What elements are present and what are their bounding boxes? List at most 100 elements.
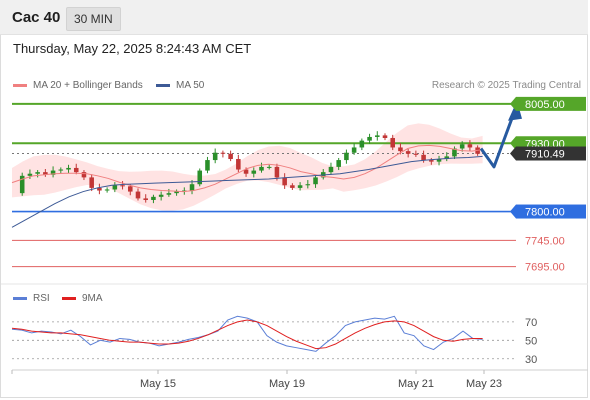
forecast-arrow-head [508, 100, 522, 121]
chart-datetime: Thursday, May 22, 2025 8:24:43 AM CET [13, 41, 252, 56]
level-label-3: 7800.00 [510, 204, 586, 219]
level-label-text: 7745.00 [525, 235, 565, 247]
candle-body [158, 194, 164, 197]
candle-body [81, 172, 87, 178]
level-label-box [516, 204, 586, 219]
candle-body [305, 184, 311, 186]
forecast-arrow [479, 112, 516, 169]
candle-body [19, 175, 25, 194]
candle-body [58, 169, 64, 171]
level-label-text: 7695.00 [525, 262, 565, 274]
candle-body [359, 140, 365, 148]
candle-body [143, 198, 148, 200]
ma20-line [11, 144, 483, 193]
header-bar: Cac 40 30 MIN [0, 0, 588, 35]
level-label-text: 7800.00 [525, 207, 565, 219]
candle-body [135, 191, 141, 199]
ma50-line [11, 155, 483, 228]
candle-body [197, 170, 203, 185]
candle-body [375, 135, 380, 137]
level-label-pointer [510, 136, 516, 151]
candle-body [73, 167, 79, 173]
candle-body [66, 167, 71, 170]
ma50-swatch [156, 84, 170, 87]
timeframe-button[interactable]: 30 MIN [66, 7, 121, 31]
candle-body [421, 154, 426, 161]
level-label-5: 7695.00 [525, 262, 565, 274]
candle-body [189, 184, 195, 191]
candle-body [259, 166, 264, 171]
candle-body [266, 166, 272, 168]
candle-body [43, 172, 48, 175]
rsi-series-0 [11, 315, 483, 352]
candle-body [112, 185, 118, 190]
level-label-4: 7745.00 [525, 235, 565, 247]
legend-ma50: MA 50 [156, 80, 204, 91]
rsi-label: RSI [33, 293, 50, 304]
candle-body [290, 185, 295, 188]
level-label-text: 7910.49 [525, 149, 565, 161]
x-tick-label: May 19 [269, 378, 305, 390]
rsi-ma-swatch [62, 297, 76, 300]
candle-body [452, 148, 457, 157]
candle-body [97, 187, 102, 191]
candle-body [429, 160, 434, 162]
candle-body [274, 166, 280, 178]
candle-body [405, 151, 411, 154]
rsi-tick-70: 70 [525, 317, 537, 329]
x-tick-label: May 15 [140, 378, 176, 390]
legend-rsi-ma: 9MA [62, 293, 103, 304]
rsi-tick-30: 30 [525, 354, 537, 366]
candle-body [220, 152, 226, 154]
candle-body [297, 185, 303, 188]
candle-body [120, 185, 125, 187]
candle-body [436, 159, 442, 162]
x-tick-label: May 23 [466, 378, 502, 390]
bollinger-band [12, 123, 483, 211]
candle-body [104, 189, 110, 191]
legend-ma20: MA 20 + Bollinger Bands [13, 80, 143, 91]
candle-body [27, 173, 33, 176]
candle-body [390, 138, 395, 148]
candle-body [313, 177, 318, 185]
legend-rsi: RSI [13, 293, 50, 304]
research-credit: Research © 2025 Trading Central [431, 80, 581, 91]
ma50-label: MA 50 [176, 80, 205, 91]
rsi-ma-label: 9MA [82, 293, 103, 304]
candle-body [413, 153, 419, 155]
candle-body [127, 186, 133, 192]
candle-body [50, 170, 56, 175]
level-label-text: 8005.00 [525, 99, 565, 111]
symbol-title: Cac 40 [12, 9, 61, 26]
rsi-series-1 [11, 319, 483, 350]
candle-body [228, 153, 233, 160]
candle-body [382, 135, 388, 139]
rsi-swatch [13, 297, 27, 300]
level-label-0: 8005.00 [510, 96, 586, 111]
candle-body [35, 172, 40, 174]
candle-body [398, 147, 403, 152]
x-tick-label: May 21 [398, 378, 434, 390]
candle-body [459, 144, 465, 149]
rsi-tick-50: 50 [525, 335, 537, 347]
candle-body [282, 177, 287, 186]
candle-body [151, 196, 156, 200]
candle-body [444, 156, 450, 160]
candle-body [205, 160, 210, 171]
ma20-label: MA 20 + Bollinger Bands [33, 80, 143, 91]
level-label-pointer [510, 96, 516, 111]
ma20-swatch [13, 84, 27, 87]
candle-body [251, 170, 257, 174]
candle-body [212, 152, 218, 161]
level-label-2: 7910.49 [510, 146, 586, 161]
level-label-box [516, 96, 586, 111]
candle-body [166, 193, 172, 195]
level-label-pointer [510, 146, 516, 161]
candle-body [236, 159, 241, 170]
candle-body [367, 136, 372, 141]
candle-body [328, 166, 334, 173]
candle-body [174, 191, 179, 194]
candle-body [336, 160, 341, 167]
level-label-pointer [510, 204, 516, 219]
